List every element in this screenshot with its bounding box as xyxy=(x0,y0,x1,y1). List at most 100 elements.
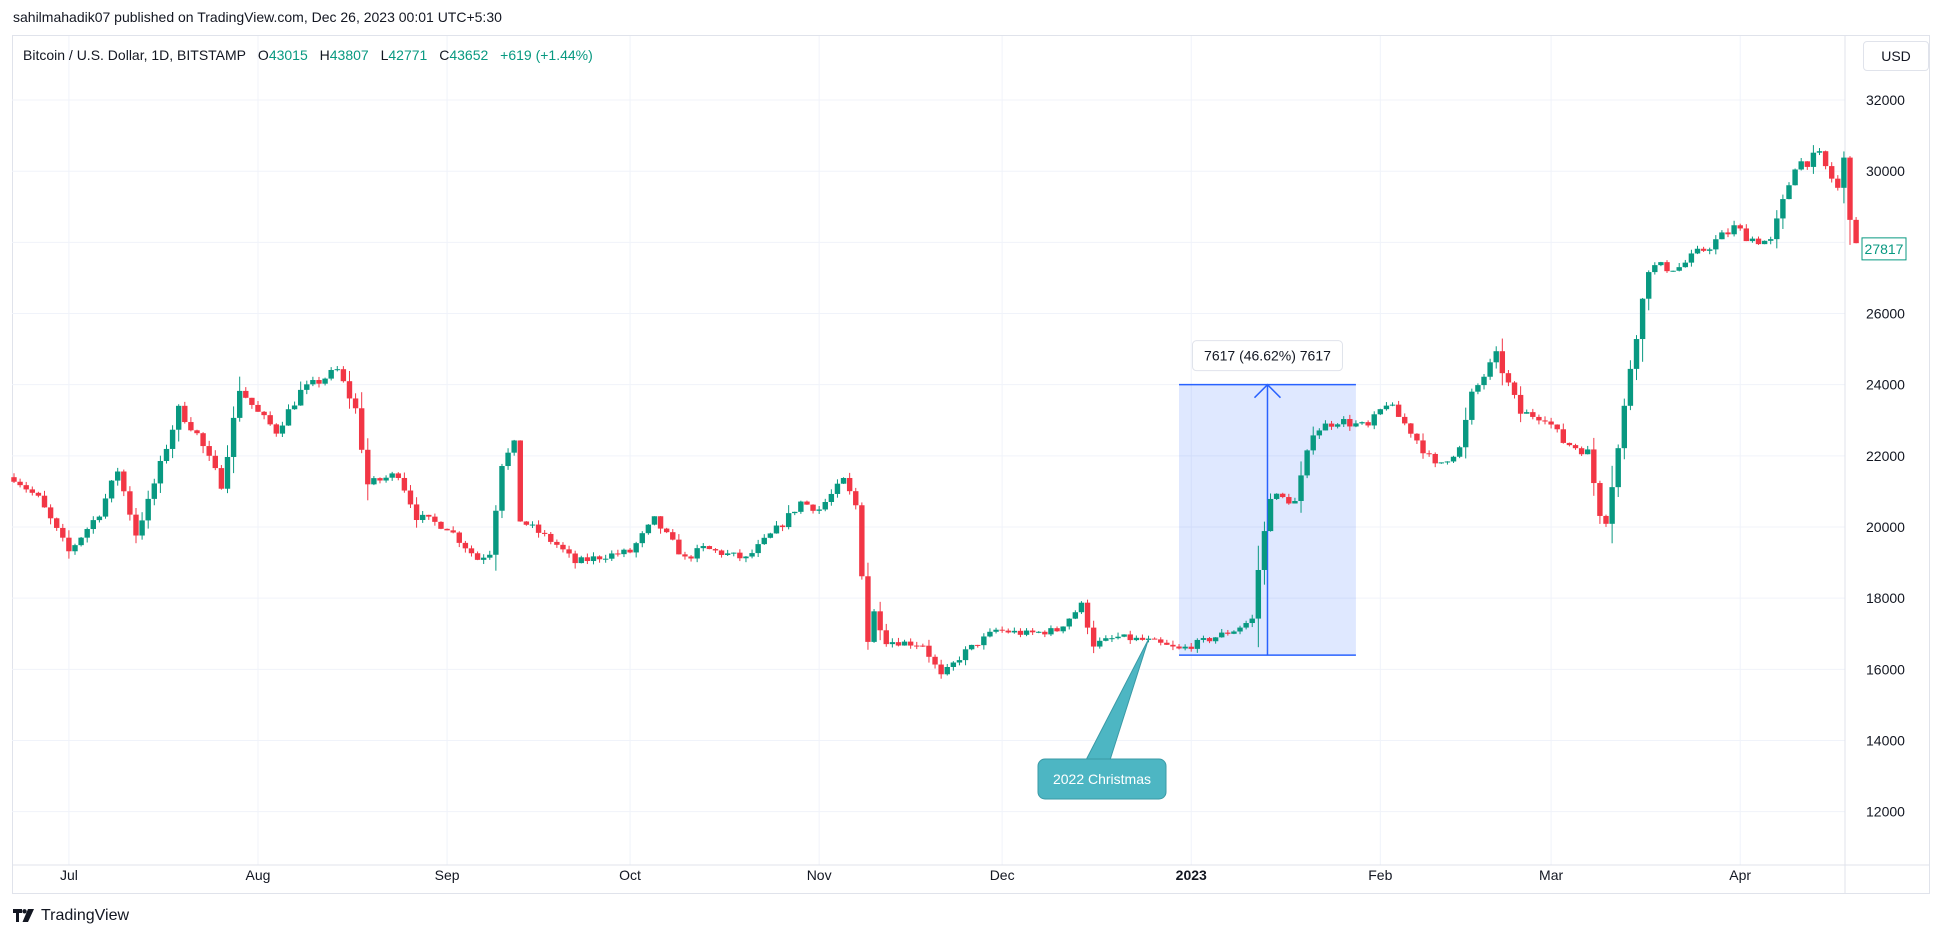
price-tick-label: 32000 xyxy=(1866,92,1905,108)
candle-body xyxy=(828,493,835,502)
candle-body xyxy=(1011,630,1018,633)
candle-body xyxy=(578,557,584,564)
close-value: 43652 xyxy=(449,47,489,63)
candle-body xyxy=(1688,253,1695,263)
candle-body xyxy=(920,645,926,647)
candle-body xyxy=(389,473,395,478)
candle-body xyxy=(1036,631,1042,633)
candle-body xyxy=(316,380,322,384)
currency-button[interactable]: USD xyxy=(1863,41,1929,71)
candle-body xyxy=(72,545,78,552)
candle-body xyxy=(1694,248,1701,254)
time-tick-label: Mar xyxy=(1539,867,1563,883)
candle-body xyxy=(432,516,438,522)
candle-body xyxy=(712,549,719,551)
candle-body xyxy=(11,477,17,482)
candle-body xyxy=(29,489,35,493)
price-axis[interactable]: 12000 14000 16000 18000 20000 22000 24000 26000… xyxy=(1861,92,1907,820)
candle-body xyxy=(633,543,639,553)
price-tick-label: 22000 xyxy=(1866,448,1905,464)
price-tick-label: 20000 xyxy=(1866,519,1905,535)
candle-body xyxy=(1304,450,1310,476)
time-tick-label: Nov xyxy=(807,867,832,883)
candle-body xyxy=(523,521,530,525)
candle-body xyxy=(1761,240,1768,245)
candle-body xyxy=(846,477,853,492)
open-label: O xyxy=(257,47,269,63)
candle-body xyxy=(1481,376,1487,386)
candle-body xyxy=(1792,169,1798,186)
time-axis[interactable]: Jul Aug Sep Oct Nov Dec 2023 Feb Mar Apr xyxy=(60,867,1751,883)
candle-body xyxy=(163,448,170,462)
candle-body xyxy=(340,369,347,382)
candle-body xyxy=(145,498,151,521)
candle-body xyxy=(804,501,810,505)
candle-body xyxy=(1334,424,1341,427)
candle-body xyxy=(1572,445,1579,449)
candle-body xyxy=(1639,298,1646,340)
grid-lines xyxy=(12,36,1930,893)
candle-body xyxy=(1414,433,1420,441)
candle-body xyxy=(297,389,304,406)
candle-body xyxy=(1426,453,1432,455)
candle-body xyxy=(1402,416,1408,424)
candle-body xyxy=(700,546,706,549)
candle-body xyxy=(1615,448,1621,488)
candle-body xyxy=(1103,638,1109,641)
candle-body xyxy=(859,505,865,577)
candle-body xyxy=(1444,461,1451,463)
last-price-box xyxy=(1861,237,1907,261)
candle-body xyxy=(1853,219,1859,244)
candle-body xyxy=(1347,419,1353,427)
candle-body xyxy=(1542,420,1548,422)
callout-text: 2022 Christmas xyxy=(1053,771,1151,787)
candle-body xyxy=(1286,497,1292,504)
candle-body xyxy=(944,666,950,675)
candle-body xyxy=(1719,232,1725,240)
candle-body xyxy=(243,390,249,398)
candle-body xyxy=(1212,637,1219,642)
candle-body xyxy=(1097,640,1103,647)
candle-body xyxy=(236,390,243,418)
candle-body xyxy=(1469,391,1475,420)
candle-body xyxy=(1029,630,1036,633)
candles xyxy=(11,145,1859,679)
candle-body xyxy=(60,527,66,538)
candle-body xyxy=(346,381,353,399)
candle-body xyxy=(1438,462,1445,464)
christmas-callout[interactable]: 2022 Christmas xyxy=(1037,638,1167,800)
candle-body xyxy=(706,546,713,550)
candle-body xyxy=(1231,631,1237,634)
candle-body xyxy=(1389,404,1396,406)
time-tick-label: 2023 xyxy=(1176,867,1207,883)
candle-body xyxy=(1353,423,1359,427)
callout-box xyxy=(1037,758,1167,800)
candle-body xyxy=(1780,199,1786,219)
measure-tool[interactable]: 7617 (46.62%) 7617 xyxy=(1179,340,1356,656)
candle-body xyxy=(1322,423,1329,431)
candle-body xyxy=(1273,493,1280,499)
candle-body xyxy=(1298,475,1304,501)
candle-body xyxy=(1023,630,1030,635)
candle-body xyxy=(108,480,115,499)
high-label: H xyxy=(319,47,330,63)
candle-body xyxy=(1560,429,1567,443)
candle-body xyxy=(914,645,920,647)
candle-body xyxy=(1182,646,1188,649)
candle-body xyxy=(230,417,237,457)
candle-body xyxy=(1743,228,1750,242)
candle-body xyxy=(853,491,859,506)
time-tick-label: Sep xyxy=(435,867,460,883)
candle-body xyxy=(419,514,426,521)
symbol-legend: Bitcoin / U.S. Dollar, 1D, BITSTAMP O430… xyxy=(23,47,601,63)
candle-body xyxy=(529,524,536,526)
price-tick-label: 16000 xyxy=(1866,661,1905,677)
candle-body xyxy=(1139,637,1146,640)
candle-body xyxy=(907,641,914,646)
candle-body xyxy=(291,405,298,410)
candle-body xyxy=(328,369,334,379)
candle-body xyxy=(1731,225,1737,235)
candle-body xyxy=(90,520,96,530)
candle-body xyxy=(1164,642,1170,645)
